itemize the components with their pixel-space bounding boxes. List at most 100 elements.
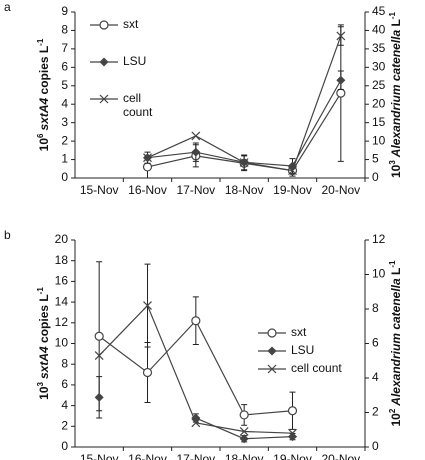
y2-tick-label: 0 bbox=[372, 439, 379, 453]
axis-title-part: 10 bbox=[389, 413, 403, 427]
legend-label: cell count bbox=[123, 91, 153, 119]
marker bbox=[288, 166, 297, 176]
axis-title-part: copies L bbox=[37, 46, 51, 98]
marker bbox=[239, 158, 249, 167]
y-tick-label: 3 bbox=[61, 115, 68, 129]
panel-label: b bbox=[4, 228, 11, 242]
marker bbox=[143, 153, 152, 163]
axis-title-part: L bbox=[389, 268, 403, 279]
marker bbox=[143, 301, 152, 310]
y2-tick-label: 25 bbox=[372, 78, 386, 92]
axis-title: 106 sxtA4 copies L-1 bbox=[36, 38, 52, 151]
axis-title-part: 3 bbox=[36, 381, 45, 386]
series-line bbox=[147, 79, 342, 167]
marker bbox=[191, 316, 201, 326]
marker bbox=[99, 57, 109, 67]
y-tick-label: 6 bbox=[61, 377, 68, 391]
axis-title-part: sxtA4 bbox=[37, 97, 51, 130]
x-tick-label: 20-Nov bbox=[321, 452, 360, 460]
y2-tick-label: 12 bbox=[372, 232, 386, 246]
y-tick-label: 12 bbox=[55, 315, 69, 329]
y2-tick-label: 8 bbox=[372, 301, 379, 315]
y-tick-label: 2 bbox=[61, 133, 68, 147]
y2-tick-label: 5 bbox=[372, 152, 379, 166]
y2-tick-label: 4 bbox=[372, 370, 379, 384]
marker bbox=[288, 432, 297, 442]
axis-title-part: Alexandrium catenella bbox=[389, 29, 403, 158]
axis-title-part: 10 bbox=[37, 386, 51, 400]
axis-title-part: 2 bbox=[388, 408, 397, 413]
marker bbox=[142, 162, 153, 172]
marker bbox=[94, 392, 104, 402]
y-tick-label: 7 bbox=[61, 41, 68, 55]
axis-title-part: 3 bbox=[388, 160, 397, 165]
axis-title-part: Alexandrium catenella bbox=[389, 278, 403, 407]
marker bbox=[288, 428, 297, 438]
axis-title: 102Alexandrium catenella L-1 bbox=[388, 260, 404, 427]
y-tick-label: 14 bbox=[55, 294, 69, 308]
panel-label: a bbox=[4, 0, 11, 14]
marker bbox=[142, 367, 153, 378]
y2-tick-label: 6 bbox=[372, 336, 379, 350]
legend-label: sxt bbox=[291, 325, 307, 339]
series-line bbox=[147, 35, 342, 172]
legend-label-line: count bbox=[123, 105, 153, 119]
x-tick-label: 18-Nov bbox=[225, 183, 264, 197]
axis-title: 103 sxtA4 copies L-1 bbox=[36, 287, 52, 400]
marker bbox=[336, 75, 346, 85]
x-tick-label: 16-Nov bbox=[128, 452, 167, 460]
y-tick-label: 0 bbox=[61, 439, 68, 453]
axis-title-part: -1 bbox=[36, 287, 45, 295]
marker bbox=[336, 31, 346, 41]
marker bbox=[99, 94, 109, 104]
x-tick-label: 18-Nov bbox=[225, 452, 264, 460]
x-tick-label: 16-Nov bbox=[128, 183, 167, 197]
y-tick-label: 4 bbox=[61, 398, 68, 412]
marker bbox=[99, 20, 109, 30]
y2-tick-label: 30 bbox=[372, 60, 386, 74]
axis-title-part: 10 bbox=[389, 164, 403, 178]
marker bbox=[287, 406, 298, 416]
marker bbox=[267, 346, 277, 356]
x-tick-label: 17-Nov bbox=[176, 452, 215, 460]
marker bbox=[191, 418, 201, 428]
y2-tick-label: 10 bbox=[372, 133, 386, 147]
marker bbox=[239, 427, 249, 436]
axis-title-part: sxtA4 bbox=[37, 346, 51, 379]
axis-title: 103 Alexandrium catenella L-1 bbox=[388, 11, 404, 178]
marker bbox=[94, 351, 104, 360]
legend-label: cell count bbox=[291, 361, 342, 375]
x-tick-label: 20-Nov bbox=[321, 183, 360, 197]
y-tick-label: 2 bbox=[61, 418, 68, 432]
marker bbox=[191, 147, 201, 157]
marker bbox=[191, 131, 201, 141]
y-tick-label: 1 bbox=[61, 152, 68, 166]
marker bbox=[267, 364, 277, 374]
y2-tick-label: 2 bbox=[372, 405, 379, 419]
axis-title-part: copies L bbox=[37, 294, 51, 346]
x-tick-label: 19-Nov bbox=[273, 452, 312, 460]
y2-tick-label: 40 bbox=[372, 23, 386, 37]
y-tick-label: 16 bbox=[55, 274, 69, 288]
x-tick-label: 15-Nov bbox=[80, 452, 119, 460]
legend-label: sxt bbox=[123, 17, 139, 31]
y2-tick-label: 0 bbox=[372, 170, 379, 184]
marker bbox=[239, 410, 249, 420]
y2-tick-label: 10 bbox=[372, 267, 386, 281]
axis-title-part: L bbox=[389, 19, 403, 30]
legend-label: LSU bbox=[291, 343, 314, 357]
y-tick-label: 8 bbox=[61, 23, 68, 37]
y-tick-label: 18 bbox=[55, 253, 69, 267]
legend-label-line: cell bbox=[123, 91, 144, 105]
y-tick-label: 5 bbox=[61, 78, 68, 92]
marker bbox=[94, 331, 104, 341]
y-tick-label: 6 bbox=[61, 60, 68, 74]
legend-label: LSU bbox=[123, 54, 146, 68]
y2-tick-label: 35 bbox=[372, 41, 386, 55]
y-tick-label: 9 bbox=[61, 4, 68, 18]
y-tick-label: 20 bbox=[55, 232, 69, 246]
marker bbox=[336, 88, 346, 98]
axis-title-part: 6 bbox=[36, 133, 45, 138]
y-tick-label: 8 bbox=[61, 356, 68, 370]
